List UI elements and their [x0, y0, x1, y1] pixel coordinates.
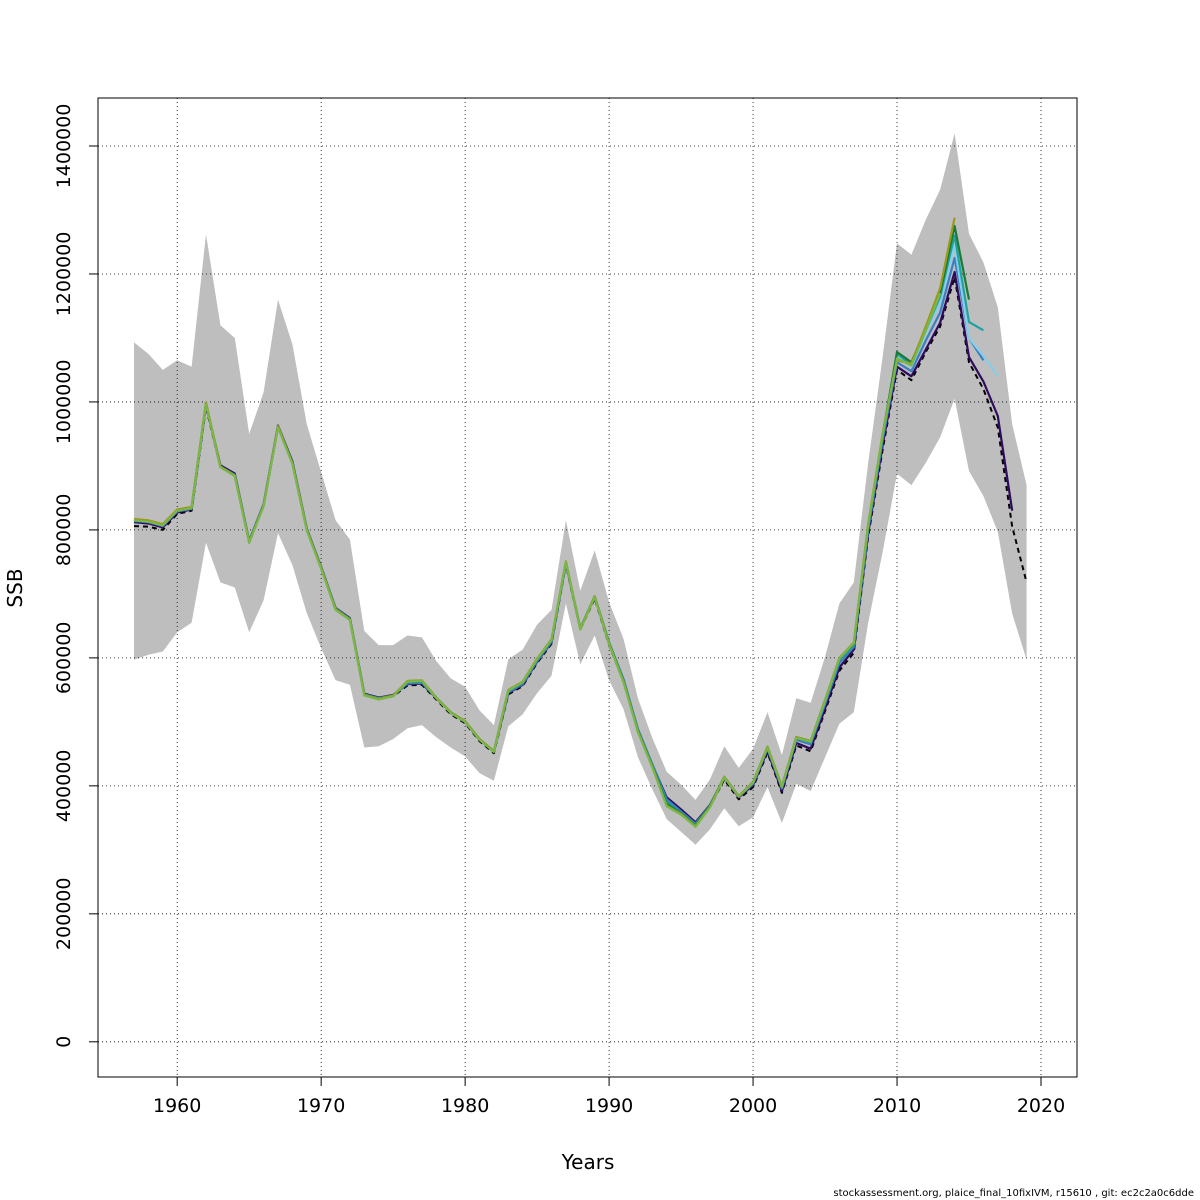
- y-tick-label: 0: [53, 1036, 75, 1048]
- y-axis-title: SSB: [3, 568, 27, 607]
- x-axis-title: Years: [561, 1150, 615, 1174]
- series-line-8: [133, 292, 942, 828]
- x-tick-label: 1990: [585, 1095, 633, 1117]
- x-tick-label: 2010: [873, 1095, 921, 1117]
- y-tick-label: 800000: [53, 494, 75, 567]
- x-tick-label: 1960: [153, 1095, 201, 1117]
- y-tick-label: 1000000: [53, 360, 75, 445]
- y-tick-label: 600000: [53, 622, 75, 695]
- footer-note: stockassessment.org, plaice_final_10fixI…: [833, 1188, 1194, 1199]
- y-tick-label: 1200000: [53, 232, 75, 317]
- y-tick-label: 200000: [53, 878, 75, 951]
- y-tick-label: 400000: [53, 750, 75, 823]
- x-tick-label: 2020: [1017, 1095, 1065, 1117]
- x-tick-label: 1980: [441, 1095, 489, 1117]
- axis-layer: 1960 1970 1980 1990 2000 2010 2020 0 200000 40000…: [53, 104, 1065, 1117]
- x-tick-label: 2000: [729, 1095, 777, 1117]
- y-tick-label: 1400000: [53, 104, 75, 189]
- confidence-band: [134, 133, 1027, 845]
- series-layer: [133, 217, 1028, 828]
- plot-frame: [97, 97, 1078, 1078]
- x-tick-label: 1970: [297, 1095, 345, 1117]
- confidence-band-layer: [134, 133, 1027, 845]
